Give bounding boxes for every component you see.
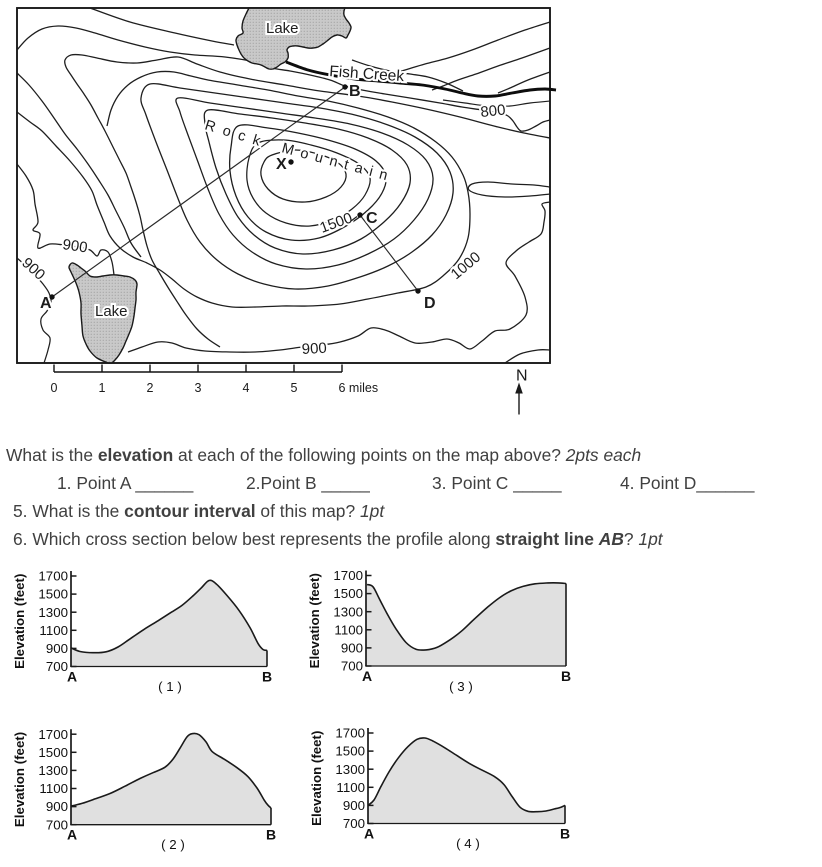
svg-text:0: 0 — [51, 381, 58, 395]
svg-text:Lake: Lake — [95, 303, 128, 320]
svg-text:( 4 ): ( 4 ) — [456, 836, 480, 851]
svg-text:D: D — [424, 295, 436, 312]
svg-text:700: 700 — [46, 659, 68, 674]
svg-text:1300: 1300 — [333, 604, 363, 619]
svg-text:6 miles: 6 miles — [339, 381, 379, 395]
svg-text:4: 4 — [243, 381, 250, 395]
svg-text:A: A — [40, 295, 52, 312]
svg-text:( 3 ): ( 3 ) — [449, 679, 473, 694]
svg-text:900: 900 — [46, 641, 68, 656]
svg-text:1300: 1300 — [38, 605, 68, 620]
svg-text:700: 700 — [46, 817, 68, 832]
svg-text:1300: 1300 — [335, 762, 365, 777]
svg-text:B: B — [561, 668, 571, 684]
svg-text:X: X — [276, 156, 287, 173]
svg-text:A: A — [362, 668, 372, 684]
svg-text:700: 700 — [343, 816, 365, 831]
svg-text:A: A — [67, 827, 77, 843]
svg-text:N: N — [516, 368, 528, 385]
svg-text:A: A — [67, 669, 77, 685]
svg-text:( 2 ): ( 2 ) — [161, 837, 185, 852]
svg-text:B: B — [560, 826, 570, 842]
svg-text:1100: 1100 — [336, 780, 365, 795]
svg-text:1500: 1500 — [335, 744, 365, 759]
svg-text:Elevation (feet): Elevation (feet) — [309, 731, 324, 826]
svg-text:C: C — [366, 210, 378, 227]
svg-text:1700: 1700 — [38, 727, 68, 742]
svg-text:900: 900 — [301, 340, 327, 358]
svg-text:2: 2 — [147, 381, 154, 395]
svg-text:800: 800 — [480, 101, 507, 121]
svg-text:5: 5 — [291, 381, 298, 395]
svg-text:1100: 1100 — [334, 622, 363, 637]
svg-text:3: 3 — [195, 381, 202, 395]
svg-text:B: B — [266, 827, 276, 843]
svg-text:1500: 1500 — [38, 587, 68, 602]
svg-text:B: B — [349, 83, 361, 100]
svg-text:1100: 1100 — [39, 623, 68, 638]
svg-text:900: 900 — [343, 798, 365, 813]
svg-text:1: 1 — [99, 381, 106, 395]
svg-text:Lake: Lake — [266, 20, 299, 37]
svg-text:1300: 1300 — [38, 763, 68, 778]
svg-text:1500: 1500 — [333, 586, 363, 601]
svg-text:1500: 1500 — [38, 745, 68, 760]
svg-text:1100: 1100 — [39, 781, 68, 796]
svg-text:900: 900 — [341, 641, 363, 656]
svg-text:B: B — [262, 669, 272, 685]
svg-text:1700: 1700 — [335, 726, 365, 741]
svg-text:1700: 1700 — [333, 568, 363, 583]
svg-text:700: 700 — [341, 659, 363, 674]
svg-text:1700: 1700 — [38, 569, 68, 584]
svg-text:Elevation (feet): Elevation (feet) — [307, 573, 322, 668]
svg-text:( 1 ): ( 1 ) — [158, 679, 182, 694]
svg-text:A: A — [364, 826, 374, 842]
svg-text:900: 900 — [46, 799, 68, 814]
svg-text:Elevation (feet): Elevation (feet) — [12, 732, 27, 827]
svg-text:Elevation (feet): Elevation (feet) — [12, 574, 27, 669]
